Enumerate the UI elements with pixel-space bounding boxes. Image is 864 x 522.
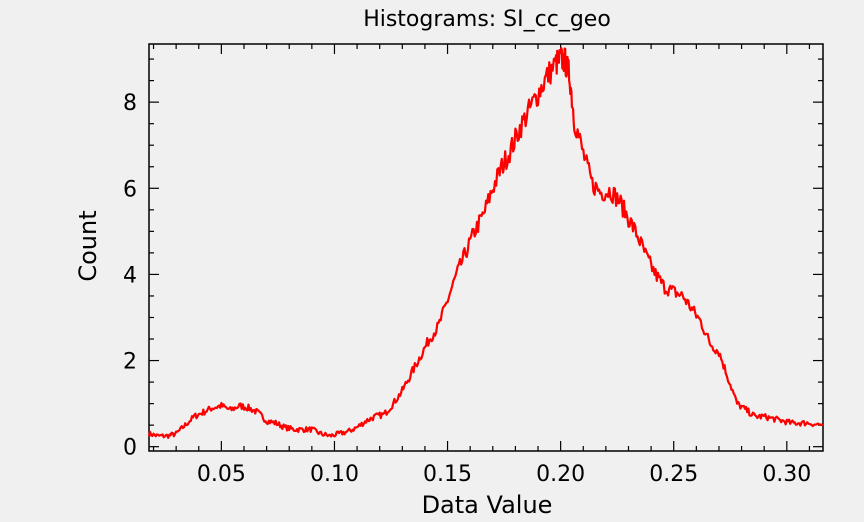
x-axis-title: Data Value [422, 491, 553, 519]
y-tick-label: 0 [123, 436, 137, 461]
x-tick-label: 0.05 [197, 462, 246, 487]
y-axis-title: Count [74, 210, 102, 281]
y-tick-label: 6 [123, 177, 137, 202]
x-axis: 0.05 0.10 0.15 0.20 0.25 0.30 [152, 44, 811, 487]
x-tick-label: 0.15 [423, 462, 472, 487]
x-tick-label: 0.20 [536, 462, 585, 487]
chart-title: Histograms: SI_cc_geo [363, 7, 611, 32]
y-axis: 0 2 4 6 8 [123, 58, 823, 461]
plot-area [148, 43, 824, 452]
y-tick-label: 2 [123, 350, 137, 375]
y-tick-label: 4 [123, 263, 137, 288]
series-line [147, 47, 824, 439]
x-tick-label: 0.30 [762, 462, 811, 487]
x-tick-label: 0.25 [649, 462, 698, 487]
y-tick-label: 8 [123, 91, 137, 116]
x-tick-label: 0.10 [310, 462, 359, 487]
